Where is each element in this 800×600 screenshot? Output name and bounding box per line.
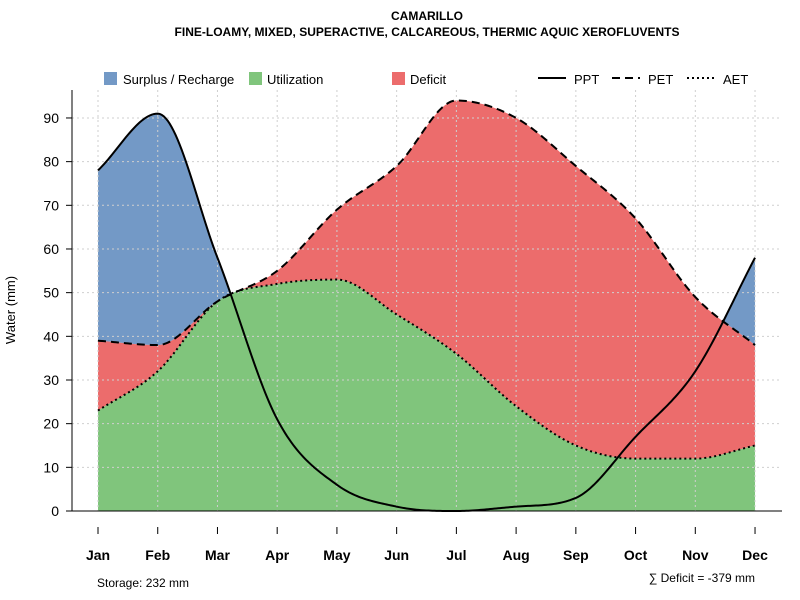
y-tick-label: 60 [43, 241, 59, 257]
y-tick-label: 30 [43, 372, 59, 388]
x-tick-label: Oct [624, 547, 648, 563]
y-tick-label: 40 [43, 328, 59, 344]
y-axis-label: Water (mm) [3, 276, 18, 344]
y-tick-label: 70 [43, 197, 59, 213]
legend: Surplus / Recharge Utilization Deficit P… [104, 72, 748, 87]
utilization-area [98, 279, 756, 511]
x-tick-label: Mar [205, 547, 230, 563]
x-tick-label: Jan [86, 547, 110, 563]
x-tick-label: May [323, 547, 350, 563]
y-tick-label: 90 [43, 110, 59, 126]
ppt-line [97, 112, 756, 512]
x-tick-label: Jun [384, 547, 409, 563]
grid-lines [72, 90, 782, 512]
y-tick-label: 0 [51, 503, 59, 519]
legend-label-pet: PET [648, 72, 673, 87]
legend-label-aet: AET [723, 72, 748, 87]
aet-line [97, 278, 756, 460]
y-tick-label: 80 [43, 154, 59, 170]
chart-subtitle: FINE-LOAMY, MIXED, SUPERACTIVE, CALCAREO… [175, 25, 680, 39]
legend-label-ppt: PPT [574, 72, 599, 87]
y-tick-label: 50 [43, 285, 59, 301]
legend-swatch-utilization [249, 72, 262, 85]
storage-note: Storage: 232 mm [97, 576, 189, 590]
x-tick-label: Nov [682, 547, 709, 563]
deficit-note: ∑ Deficit = -379 mm [649, 571, 755, 585]
chart-title: CAMARILLO [391, 9, 463, 23]
surplus-area [98, 100, 756, 346]
legend-label-surplus: Surplus / Recharge [123, 72, 234, 87]
x-tick-label: Dec [742, 547, 768, 563]
pet-line [97, 99, 756, 347]
y-tick-label: 10 [43, 459, 59, 475]
x-tick-label: Apr [265, 547, 290, 563]
x-tick-label: Jul [446, 547, 466, 563]
area-fills [98, 100, 756, 511]
x-tick-label: Feb [145, 547, 170, 563]
y-tick-label: 20 [43, 416, 59, 432]
x-tick-label: Aug [503, 547, 530, 563]
x-tick-label: Sep [563, 547, 589, 563]
legend-swatch-surplus [104, 72, 117, 85]
legend-swatch-deficit [392, 72, 405, 85]
deficit-area [98, 100, 756, 459]
series-lines [97, 99, 756, 512]
legend-label-utilization: Utilization [267, 72, 323, 87]
legend-label-deficit: Deficit [410, 72, 447, 87]
